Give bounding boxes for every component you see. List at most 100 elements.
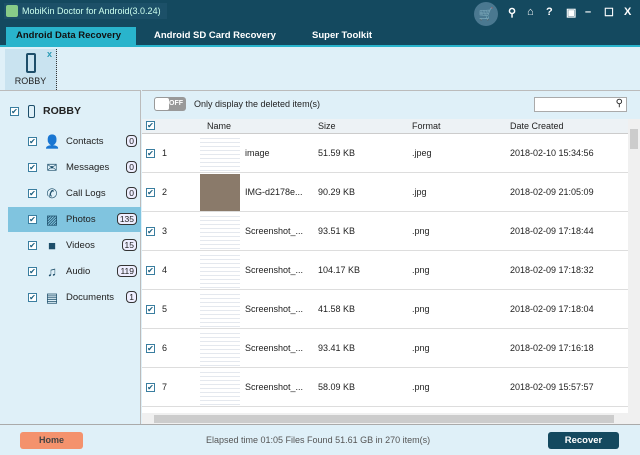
- category-count: 135: [116, 213, 137, 225]
- category-count: 1: [126, 291, 137, 303]
- video-camera-icon: ■: [48, 238, 56, 253]
- table-row[interactable]: ✔ 1 image 51.59 KB .jpeg 2018-02-10 15:3…: [142, 134, 628, 173]
- table-row[interactable]: ✔ 3 Screenshot_... 93.51 KB .png 2018-02…: [142, 212, 628, 251]
- file-format: .png: [412, 304, 430, 314]
- file-date: 2018-02-10 15:34:56: [510, 148, 594, 158]
- file-date: 2018-02-09 21:05:09: [510, 187, 594, 197]
- sidebar-item-call-logs[interactable]: ✔ ✆ Call Logs 0: [8, 181, 141, 206]
- minimize-icon[interactable]: –: [585, 6, 592, 18]
- category-count: 15: [121, 239, 137, 251]
- file-name: Screenshot_...: [245, 265, 304, 275]
- table-row[interactable]: ✔ 2 IMG-d2178e... 90.29 KB .jpg 2018-02-…: [142, 173, 628, 212]
- row-index: 3: [162, 226, 168, 236]
- column-format[interactable]: Format: [412, 121, 441, 131]
- device-close-icon[interactable]: x: [46, 49, 52, 59]
- file-date: 2018-02-09 15:57:57: [510, 382, 594, 392]
- sidebar-item-videos[interactable]: ✔ ■ Videos 15: [8, 233, 141, 258]
- column-date[interactable]: Date Created: [510, 121, 564, 131]
- device-bar: ROBBY x: [0, 45, 640, 90]
- file-format: .png: [412, 265, 430, 275]
- row-checkbox[interactable]: ✔: [146, 149, 155, 158]
- file-format: .jpeg: [412, 148, 432, 158]
- file-format: .png: [412, 343, 430, 353]
- device-tile[interactable]: ROBBY x: [5, 49, 57, 90]
- cart-icon[interactable]: 🛒: [474, 2, 498, 26]
- category-checkbox[interactable]: ✔: [28, 189, 37, 198]
- row-checkbox[interactable]: ✔: [146, 305, 155, 314]
- feedback-icon[interactable]: ▣: [566, 7, 577, 19]
- file-size: 93.51 KB: [318, 226, 356, 236]
- row-checkbox[interactable]: ✔: [146, 344, 155, 353]
- maximize-icon[interactable]: ☐: [604, 7, 614, 19]
- horizontal-scrollbar[interactable]: [142, 413, 640, 425]
- column-name[interactable]: Name: [207, 121, 232, 131]
- thumbnail: [200, 174, 240, 211]
- file-size: 41.58 KB: [318, 304, 356, 314]
- key-icon[interactable]: ⚲: [508, 7, 517, 19]
- file-size: 51.59 KB: [318, 148, 356, 158]
- close-icon[interactable]: X: [624, 6, 632, 18]
- help-icon[interactable]: ?: [546, 6, 553, 18]
- phone-icon: [25, 53, 36, 73]
- thumbnail: [200, 135, 240, 172]
- filter-label: Only display the deleted item(s): [194, 99, 321, 109]
- sidebar-item-photos[interactable]: ✔ ▨ Photos 135: [8, 207, 141, 232]
- file-size: 93.41 KB: [318, 343, 356, 353]
- tab-sd-card-recovery[interactable]: Android SD Card Recovery: [154, 30, 276, 41]
- sidebar-item-messages[interactable]: ✔ ✉ Messages 0: [8, 155, 141, 180]
- table-row[interactable]: ✔ 6 Screenshot_... 93.41 KB .png 2018-02…: [142, 329, 628, 368]
- table-row[interactable]: ✔ 4 Screenshot_... 104.17 KB .png 2018-0…: [142, 251, 628, 290]
- file-format: .jpg: [412, 187, 427, 197]
- sidebar-item-audio[interactable]: ✔ ♫ Audio 119: [8, 259, 141, 284]
- row-checkbox[interactable]: ✔: [146, 383, 155, 392]
- select-all-checkbox[interactable]: ✔: [146, 121, 155, 130]
- search-input[interactable]: ⚲: [534, 97, 627, 112]
- toggle-state: OFF: [169, 100, 183, 107]
- thumbnail: [200, 213, 240, 250]
- tab-android-data-recovery[interactable]: Android Data Recovery: [6, 27, 136, 45]
- file-date: 2018-02-09 17:18:04: [510, 304, 594, 314]
- app-title-text: MobiKin Doctor for Android(3.0.24): [22, 6, 161, 16]
- file-size: 90.29 KB: [318, 187, 356, 197]
- category-checkbox[interactable]: ✔: [28, 267, 37, 276]
- row-index: 6: [162, 343, 168, 353]
- file-date: 2018-02-09 17:18:32: [510, 265, 594, 275]
- table-row[interactable]: ✔ 5 Screenshot_... 41.58 KB .png 2018-02…: [142, 290, 628, 329]
- category-count: 0: [126, 135, 137, 147]
- row-index: 2: [162, 187, 168, 197]
- recover-button[interactable]: Recover: [548, 432, 619, 449]
- row-index: 1: [162, 148, 168, 158]
- column-size[interactable]: Size: [318, 121, 336, 131]
- category-checkbox[interactable]: ✔: [28, 163, 37, 172]
- sidebar-item-documents[interactable]: ✔ ▤ Documents 1: [8, 285, 141, 310]
- sidebar: ✔ ROBBY ✔ 👤 Contacts 0 ✔ ✉ Messages 0 ✔ …: [0, 90, 141, 424]
- category-checkbox[interactable]: ✔: [28, 293, 37, 302]
- deleted-only-toggle[interactable]: OFF: [154, 97, 186, 111]
- device-root[interactable]: ✔ ROBBY: [10, 104, 81, 119]
- table-row[interactable]: ✔ 7 Screenshot_... 58.09 KB .png 2018-02…: [142, 368, 628, 407]
- row-checkbox[interactable]: ✔: [146, 227, 155, 236]
- category-checkbox[interactable]: ✔: [28, 241, 37, 250]
- row-index: 7: [162, 382, 168, 392]
- home-icon[interactable]: ⌂: [527, 6, 534, 18]
- thumbnail: [200, 252, 240, 289]
- image-icon: ▨: [45, 212, 59, 227]
- file-size: 58.09 KB: [318, 382, 356, 392]
- file-list: ✔ 1 image 51.59 KB .jpeg 2018-02-10 15:3…: [142, 134, 628, 413]
- category-count: 119: [117, 265, 137, 277]
- row-checkbox[interactable]: ✔: [146, 266, 155, 275]
- device-checkbox[interactable]: ✔: [10, 107, 19, 117]
- file-name: Screenshot_...: [245, 226, 304, 236]
- music-note-icon: ♫: [47, 264, 57, 279]
- device-name: ROBBY: [14, 76, 47, 86]
- tab-super-toolkit[interactable]: Super Toolkit: [312, 30, 372, 41]
- category-label: Messages: [66, 162, 110, 173]
- search-icon[interactable]: ⚲: [615, 98, 623, 109]
- category-checkbox[interactable]: ✔: [28, 215, 37, 224]
- category-checkbox[interactable]: ✔: [28, 137, 37, 146]
- row-checkbox[interactable]: ✔: [146, 188, 155, 197]
- sidebar-item-contacts[interactable]: ✔ 👤 Contacts 0: [8, 129, 141, 154]
- category-count: 0: [126, 161, 137, 173]
- home-button[interactable]: Home: [20, 432, 83, 449]
- vertical-scrollbar[interactable]: [628, 119, 640, 413]
